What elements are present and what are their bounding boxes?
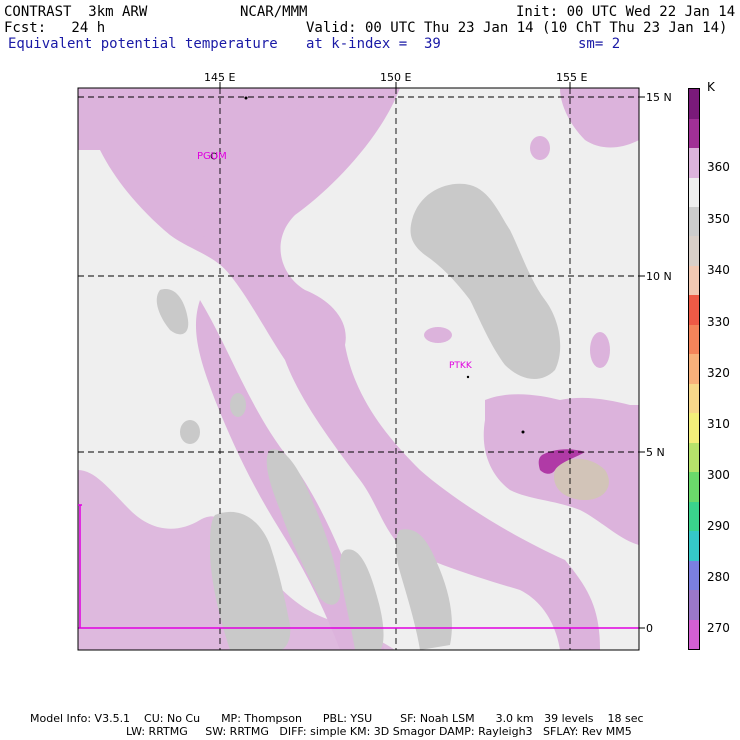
colorbar-tick-label: 310: [707, 417, 730, 431]
colorbar-segment: [689, 590, 699, 620]
colorbar-segment: [689, 236, 699, 266]
colorbar-segment: [689, 265, 699, 296]
colorbar-segment: [689, 206, 699, 237]
theta-e-350-region-s1: [210, 511, 291, 650]
theta-e-360-region-upper: [78, 88, 330, 253]
colorbar-segment: [689, 324, 699, 355]
theta-e-350-region-cloud: [554, 458, 609, 500]
forecast-hour: Fcst: 24 h: [4, 20, 106, 36]
level-index: at k-index = 39: [306, 36, 441, 52]
station-label-ptkk: PTKK: [449, 361, 472, 371]
colorbar-segment: [689, 177, 699, 207]
station-label-pgum: PGUM: [197, 151, 227, 162]
colorbar-segment: [689, 354, 699, 384]
colorbar-segment: [689, 383, 699, 414]
theta-e-350-spot-2: [180, 420, 200, 444]
theta-e-360-spot-1: [590, 332, 610, 368]
theta-e-360-region-ne: [560, 88, 639, 148]
theta-e-350-region-s4: [340, 549, 384, 650]
colorbar-segment: [689, 442, 699, 473]
colorbar-segment: [689, 89, 699, 119]
colorbar-tick-label: 290: [707, 519, 730, 533]
colorbar-segment: [689, 148, 699, 178]
colorbar-segment: [689, 501, 699, 532]
theta-e-350-region-ne: [410, 183, 561, 380]
colorbar-tick-label: 350: [707, 212, 730, 226]
lon-label-145: 145 E: [204, 71, 236, 84]
colorbar-tick-label: 330: [707, 315, 730, 329]
colorbar-tick-label: 280: [707, 570, 730, 584]
lat-label-15n: 15 N: [646, 91, 672, 104]
pohnpei-island: [521, 430, 525, 434]
colorbar-segment: [689, 619, 699, 649]
valid-time: Valid: 00 UTC Thu 23 Jan 14 (10 ChT Thu …: [306, 20, 728, 36]
agency-label: NCAR/MMM: [240, 4, 308, 20]
map-border: [77, 87, 640, 651]
model-info-line1: Model Info: V3.5.1 CU: No Cu MP: Thompso…: [30, 712, 644, 725]
colorbar-tick-label: 340: [707, 263, 730, 277]
theta-e-350-region-nw: [156, 289, 189, 335]
colorbar-unit: K: [707, 80, 715, 94]
theta-e-350-region-s3: [395, 529, 452, 650]
chuuk-island: [466, 375, 470, 379]
colorbar-segment: [689, 531, 699, 561]
theta-e-350-region-s2: [266, 449, 341, 605]
colorbar-tick-label: 270: [707, 621, 730, 635]
guam-island: [210, 152, 218, 160]
theta-e-360-spot-3: [424, 327, 452, 343]
colorbar-tick-label: 360: [707, 160, 730, 174]
colorbar-segment: [689, 413, 699, 443]
theta-e-360-spot-2: [530, 136, 550, 160]
theta-e-370-region: [538, 449, 585, 474]
lon-label-150: 150 E: [380, 71, 412, 84]
lat-label-10n: 10 N: [646, 270, 672, 283]
model-info-line2: LW: RRTMG SW: RRTMG DIFF: simple KM: 3D …: [126, 725, 632, 738]
colorbar-segment: [689, 560, 699, 591]
lat-label-5n: 5 N: [646, 446, 665, 459]
theta-e-350-spot-1: [230, 393, 246, 417]
init-time: Init: 00 UTC Wed 22 Jan 14: [516, 4, 736, 20]
colorbar-segment: [689, 295, 699, 325]
lon-label-155: 155 E: [556, 71, 588, 84]
smoothing: sm= 2: [578, 36, 621, 52]
colorbar-segment: [689, 472, 699, 502]
colorbar-tick-label: 300: [707, 468, 730, 482]
model-title: CONTRAST 3km ARW: [4, 4, 148, 20]
colorbar: [688, 88, 700, 650]
field-name: Equivalent potential temperature: [8, 36, 278, 52]
colorbar-tick-label: 320: [707, 366, 730, 380]
colorbar-segment: [689, 118, 699, 149]
north-islet: [244, 96, 248, 100]
lat-label-0: 0: [646, 622, 653, 635]
